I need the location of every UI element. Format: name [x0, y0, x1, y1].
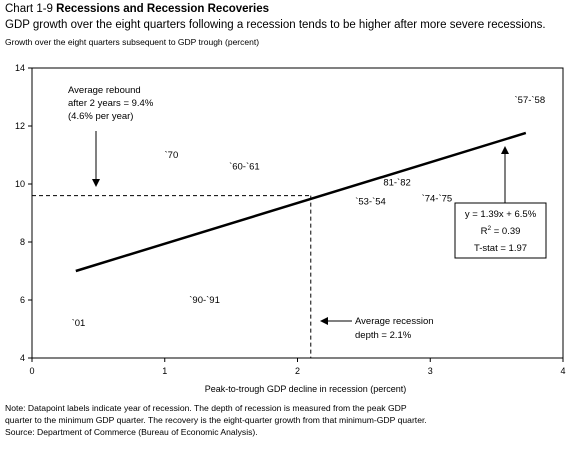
- rebound-annotation-text: after 2 years = 9.4%: [68, 98, 154, 109]
- point-label: `57-`58: [515, 95, 546, 106]
- y-axis-label: Growth over the eight quarters subsequen…: [5, 37, 260, 47]
- y-tick-label: 14: [15, 63, 25, 73]
- r-squared-superscript: 2: [487, 225, 491, 232]
- point-label: `74-`75: [422, 194, 453, 205]
- y-tick-label: 8: [20, 237, 25, 247]
- chart-title: Recessions and Recession Recoveries: [56, 3, 269, 15]
- trendline: [75, 131, 527, 273]
- point-label: `53-`54: [355, 196, 386, 207]
- regression-stats-box: [454, 202, 547, 259]
- point-label: `70: [165, 150, 179, 161]
- y-tick-label: 6: [20, 295, 25, 305]
- x-axis-label: Peak-to-trough GDP decline in recession …: [205, 384, 406, 394]
- regression-t-stat: T-stat = 1.97: [474, 243, 527, 254]
- depth-annotation-text: depth = 2.1%: [355, 330, 412, 341]
- y-tick-label: 12: [15, 121, 25, 131]
- x-tick-label: 1: [162, 366, 167, 376]
- rebound-annotation-text: Average rebound: [68, 85, 141, 96]
- x-tick-label: 4: [560, 366, 565, 376]
- chart-notes: Note: Datapoint labels indicate year of …: [5, 402, 571, 438]
- rebound-annotation-text: (4.6% per year): [68, 111, 133, 122]
- chart-header: Chart 1-9 Recessions and Recession Recov…: [5, 2, 571, 48]
- point-label: `60-`61: [229, 162, 260, 173]
- x-tick-label: 2: [295, 366, 300, 376]
- x-tick-label: 0: [29, 366, 34, 376]
- chart-subtitle: GDP growth over the eight quarters follo…: [5, 19, 546, 31]
- note-line-2: quarter to the minimum GDP quarter. The …: [5, 415, 427, 425]
- y-tick-label: 10: [15, 179, 25, 189]
- y-tick-label: 4: [20, 353, 25, 363]
- chart-number: Chart 1-9: [5, 3, 53, 15]
- r-squared-prefix: R: [481, 226, 488, 237]
- regression-r-squared: R2 = 0.39: [481, 225, 521, 237]
- depth-annotation-text: Average recession: [355, 316, 434, 327]
- r-squared-value: = 0.39: [491, 226, 520, 237]
- point-label: 81-`82: [383, 178, 410, 189]
- point-label: `01: [72, 318, 86, 329]
- chart-title-line: Chart 1-9 Recessions and Recession Recov…: [5, 2, 571, 17]
- x-tick-label: 3: [428, 366, 433, 376]
- note-line-3: Source: Department of Commerce (Bureau o…: [5, 427, 258, 437]
- note-line-1: Note: Datapoint labels indicate year of …: [5, 403, 407, 413]
- point-label: `90-`91: [189, 295, 220, 306]
- regression-equation: y = 1.39x + 6.5%: [465, 209, 537, 220]
